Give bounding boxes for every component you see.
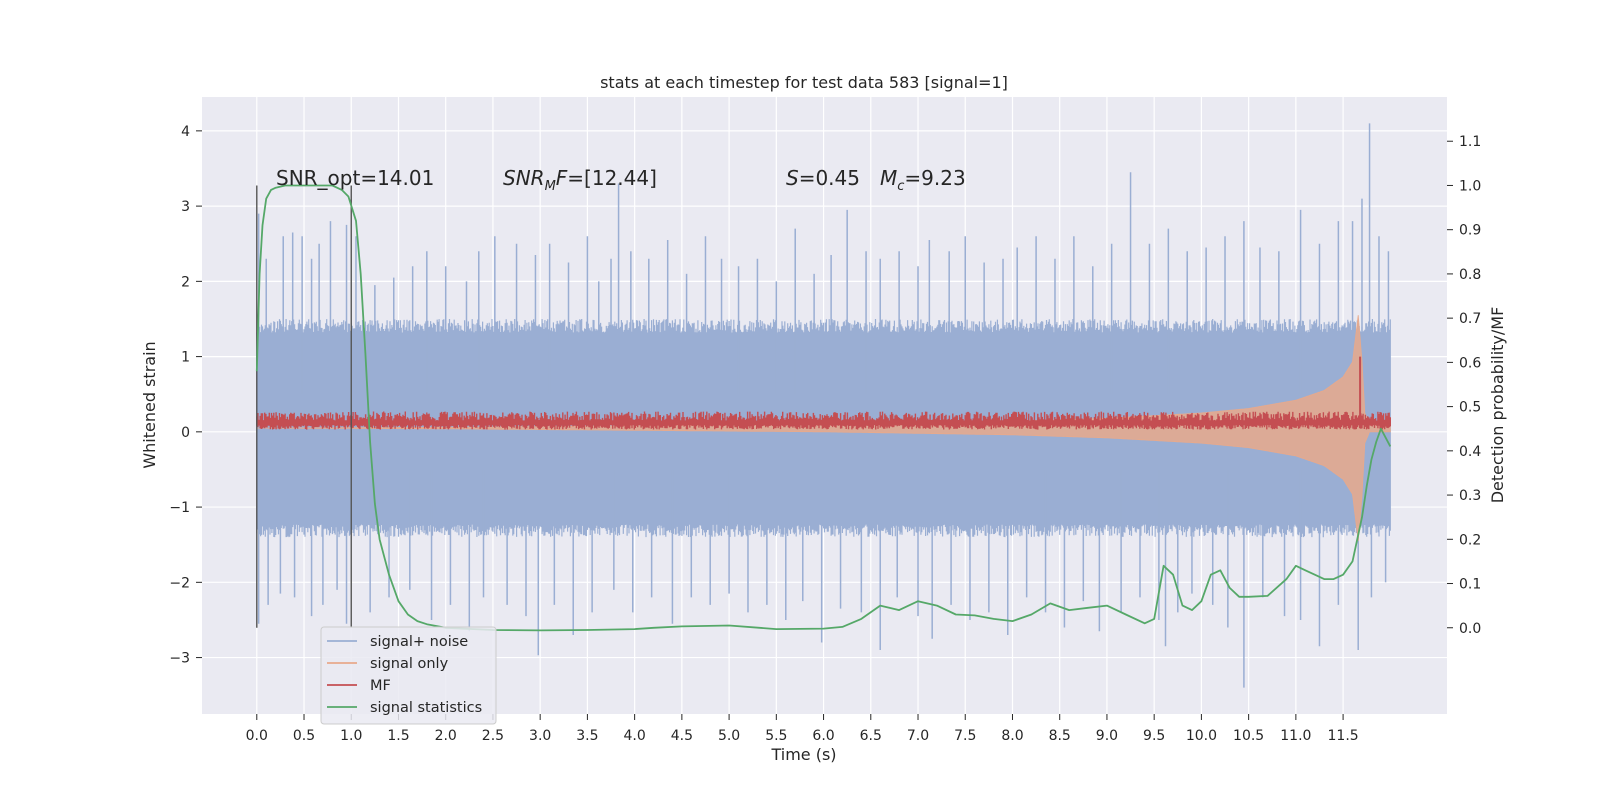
x-tick-label: 8.0 (1001, 728, 1023, 744)
snr-mf-annotation: SNRMF=[12.44] (503, 166, 657, 194)
x-tick-label: 10.5 (1233, 728, 1264, 744)
y2-tick-label: 1.0 (1459, 178, 1481, 194)
y2-tick-label: 0.4 (1459, 444, 1481, 460)
x-tick-label: 0.0 (246, 728, 268, 744)
x-tick-label: 8.5 (1049, 728, 1071, 744)
mc-annotation: Mc=9.23 (880, 166, 966, 194)
x-tick-label: 7.0 (907, 728, 929, 744)
x-tick-label: 5.5 (765, 728, 787, 744)
x-tick-label: 2.0 (435, 728, 457, 744)
y-tick-label: 4 (181, 124, 190, 140)
x-tick-label: 3.0 (529, 728, 551, 744)
legend-label-signal-noise: signal+ noise (370, 634, 468, 650)
y-tick-label: −1 (169, 500, 190, 516)
legend: signal+ noise signal only MF signal stat… (320, 626, 497, 725)
legend-label-mf: MF (370, 678, 391, 694)
svg-text:Mc=9.23: Mc=9.23 (880, 166, 966, 194)
x-tick-label: 9.5 (1143, 728, 1165, 744)
mc-value: =9.23 (904, 166, 965, 190)
x-tick-label: 1.5 (387, 728, 409, 744)
svg-text:SNRMF=[12.44]: SNRMF=[12.44] (503, 166, 657, 194)
y2-axis-label: Detection probability/MF (1488, 307, 1507, 504)
y2-tick-label: 0.1 (1459, 577, 1481, 593)
y-tick-label: 1 (181, 350, 190, 366)
y-tick-label: 0 (181, 425, 190, 441)
legend-label-signal-only: signal only (370, 656, 449, 672)
y2-tick-label: 0.2 (1459, 532, 1481, 548)
x-tick-label: 5.0 (718, 728, 740, 744)
y2-tick-label: 0.5 (1459, 400, 1481, 416)
signal-statistics-line (255, 184, 1392, 632)
snr-opt-annotation: SNR_opt=14.01 (276, 166, 434, 190)
x-tick-label: 9.0 (1096, 728, 1118, 744)
x-tick-label: 11.0 (1280, 728, 1311, 744)
s-annotation: S=0.45 (786, 166, 860, 190)
y2-tick-label: 0.3 (1459, 488, 1481, 504)
snr-mf-value: =[12.44] (567, 166, 657, 190)
x-tick-label: 7.5 (954, 728, 976, 744)
y-axis-label: Whitened strain (140, 341, 159, 468)
x-tick-label: 3.5 (576, 728, 598, 744)
legend-box (320, 626, 497, 725)
x-axis-label: Time (s) (770, 745, 836, 764)
y-tick-label: −2 (169, 575, 190, 591)
x-tick-label: 4.0 (623, 728, 645, 744)
x-tick-label: 10.0 (1186, 728, 1217, 744)
x-tick-label: 2.5 (482, 728, 504, 744)
svg-text:S=0.45: S=0.45 (786, 166, 860, 190)
y-tick-label: 2 (181, 274, 190, 290)
x-tick-label: 6.0 (812, 728, 834, 744)
y2-tick-label: 1.1 (1459, 134, 1481, 150)
y-tick-label: 3 (181, 199, 190, 215)
x-tick-label: 11.5 (1328, 728, 1359, 744)
legend-label-signal-statistics: signal statistics (370, 700, 482, 716)
y-tick-label: −3 (169, 651, 190, 667)
x-tick-label: 4.5 (671, 728, 693, 744)
y2-tick-label: 0.7 (1459, 311, 1481, 327)
x-tick-label: 0.5 (293, 728, 315, 744)
y2-tick-label: 0.8 (1459, 267, 1481, 283)
s-value: =0.45 (799, 166, 860, 190)
y2-tick-label: 0.0 (1459, 621, 1481, 637)
chart-title: stats at each timestep for test data 583… (600, 73, 1008, 92)
x-tick-label: 6.5 (860, 728, 882, 744)
x-tick-label: 1.0 (340, 728, 362, 744)
y2-tick-label: 0.9 (1459, 223, 1481, 239)
y2-tick-label: 0.6 (1459, 355, 1481, 371)
